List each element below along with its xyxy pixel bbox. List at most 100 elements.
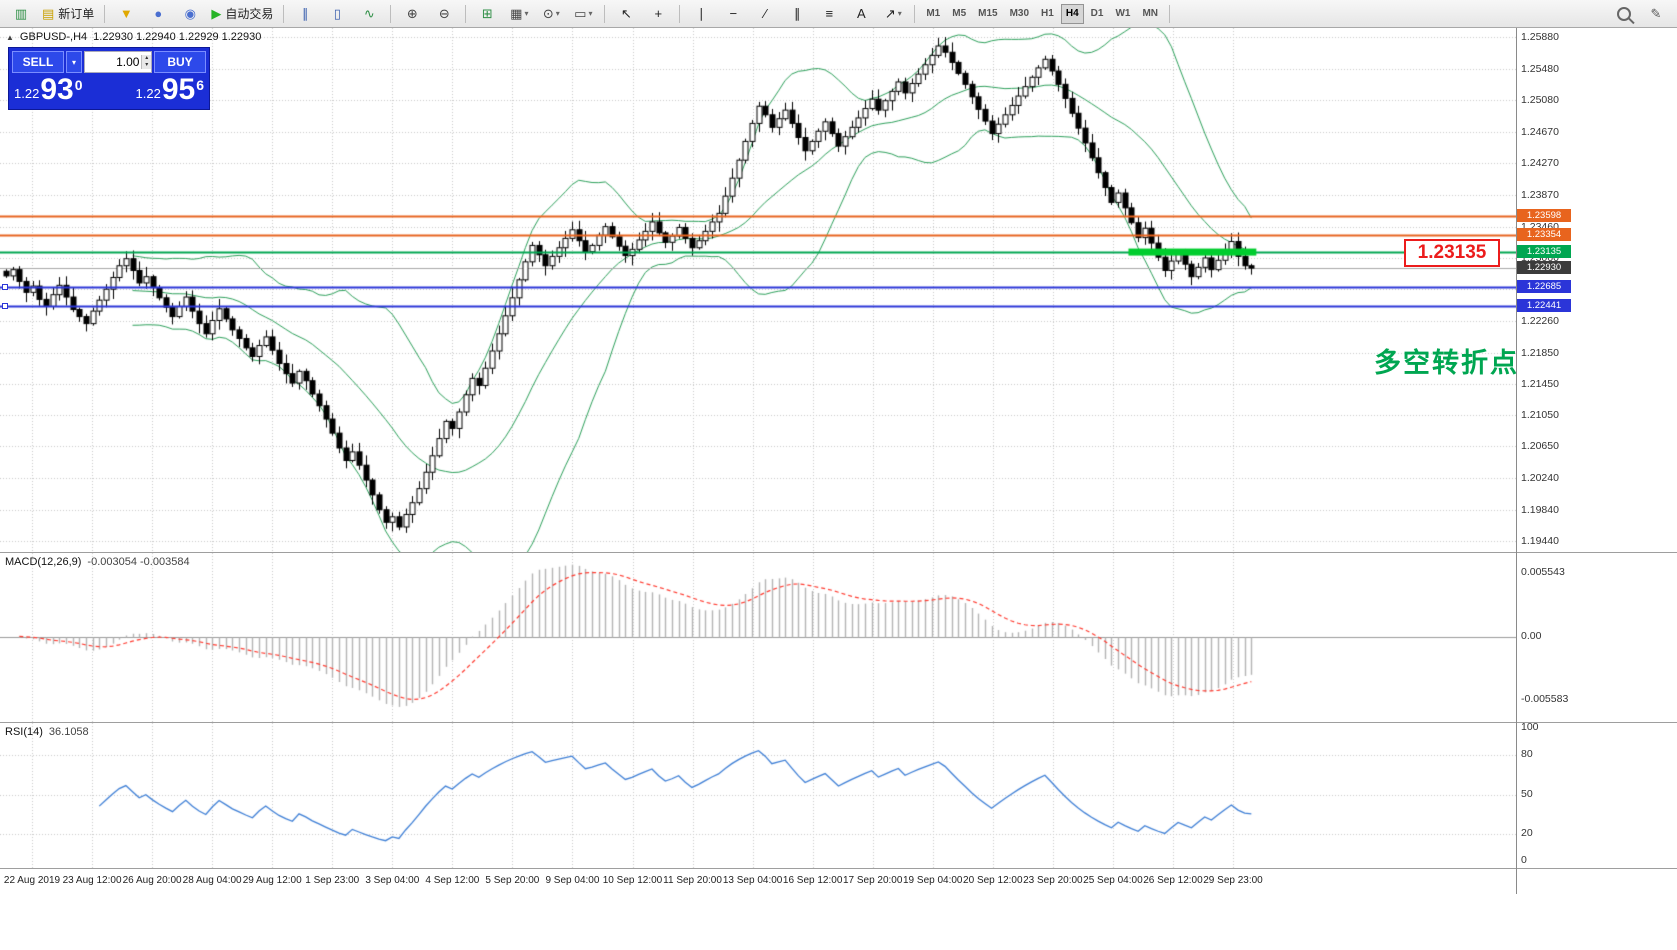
- rsi-value: 36.1058: [48, 726, 89, 738]
- candlestick-chart-icon[interactable]: ▯: [322, 2, 352, 26]
- time-axis-label: 22 Aug 2019: [3, 875, 61, 886]
- time-axis-label: 9 Sep 04:00: [545, 875, 600, 886]
- bar-chart-icon: ∥: [302, 5, 309, 21]
- edit-post-icon[interactable]: ✎: [1641, 2, 1671, 26]
- buy-price-sup: 6: [196, 77, 204, 93]
- toolbar-separator: [104, 4, 106, 23]
- macd-label: MACD(12,26,9) -0.003054 -0.003584: [5, 556, 190, 568]
- macd-name: MACD(12,26,9): [5, 556, 82, 568]
- zoom-in-icon[interactable]: ⊕: [397, 2, 427, 26]
- community-icon[interactable]: ◉: [175, 2, 205, 26]
- bar-chart-icon[interactable]: ∥: [290, 2, 320, 26]
- price-callout[interactable]: 1.23135: [1404, 239, 1500, 267]
- text-label-icon[interactable]: A: [846, 2, 876, 26]
- buy-price[interactable]: 1.22 95 6: [136, 74, 204, 106]
- vertical-line-icon[interactable]: ∣: [686, 2, 716, 26]
- timeframe-button-m15[interactable]: M15: [978, 8, 998, 19]
- zoom-out-icon: ⊖: [438, 5, 450, 21]
- time-axis-label: 28 Aug 04:00: [182, 875, 242, 886]
- time-axis-label: 17 Sep 20:00: [842, 875, 903, 886]
- time-axis-label: 29 Aug 12:00: [242, 875, 302, 886]
- toolbar-separator: [914, 4, 916, 23]
- line-chart-icon[interactable]: ∿: [354, 2, 384, 26]
- fibonacci-icon: ≡: [825, 6, 834, 21]
- market-watch-icon: ▼: [119, 6, 133, 21]
- caret-down-icon: ▾: [897, 9, 902, 18]
- toolbar: ▥ ▤ 新订单 ▼ ● ◉ ▶ 自动交易 ∥ ▯ ∿ ⊕ ⊖ ⊞ ▦ ▾ ⊙ ▾ ▭ ▾ ↖ + ∣ − ∕ ∥ ≡ A ↗ ▾ M1 M5 M…: [0, 0, 1677, 28]
- sell-price-small: 1.22: [14, 86, 40, 101]
- horizontal-line-icon[interactable]: −: [718, 2, 748, 26]
- rsi-canvas[interactable]: [0, 723, 1516, 868]
- horizontal-line-icon: −: [729, 6, 738, 21]
- time-axis-label: 4 Sep 12:00: [425, 875, 480, 886]
- time-axis-label: 13 Sep 04:00: [722, 875, 783, 886]
- macd-canvas[interactable]: [0, 553, 1516, 722]
- timeframe-button-h4[interactable]: H4: [1060, 3, 1084, 24]
- sell-price-sup: 0: [74, 77, 83, 93]
- toolbar-separator: [283, 4, 285, 23]
- crosshair-icon: +: [654, 6, 663, 21]
- chart-annotation[interactable]: 多空转折点: [1374, 348, 1519, 378]
- timeframe-button-mn[interactable]: MN: [1142, 8, 1158, 19]
- sell-button[interactable]: SELL: [12, 51, 64, 73]
- chart-window-icon[interactable]: ▥: [6, 2, 36, 26]
- toolbar-separator: [604, 4, 606, 23]
- chart-shift-icon: ▭: [574, 5, 587, 21]
- buy-button[interactable]: BUY: [154, 51, 206, 73]
- trendline-icon: ∕: [764, 6, 767, 21]
- time-axis-label: 26 Aug 20:00: [122, 875, 182, 886]
- toolbar-separator: [390, 4, 392, 23]
- cursor-icon[interactable]: ↖: [611, 2, 641, 26]
- arrows-icon[interactable]: ↗ ▾: [878, 2, 908, 26]
- rsi-name: RSI(14): [5, 726, 43, 738]
- chart-window-icon: ▥: [14, 5, 28, 21]
- time-axis-label: 11 Sep 20:00: [663, 875, 722, 886]
- toolbar-separator: [465, 4, 467, 23]
- timeframe-button-m30[interactable]: M30: [1009, 8, 1030, 19]
- crosshair-icon[interactable]: +: [643, 2, 673, 26]
- chart-shift-icon[interactable]: ▭ ▾: [568, 2, 598, 26]
- time-axis-label: 5 Sep 20:00: [485, 875, 540, 886]
- time-axis-label: 19 Sep 04:00: [903, 875, 963, 886]
- fibonacci-icon[interactable]: ≡: [814, 2, 844, 26]
- zoom-out-icon[interactable]: ⊖: [429, 2, 459, 26]
- time-axis-label: 23 Sep 20:00: [1023, 875, 1083, 886]
- volume-field: ▴ ▾: [84, 51, 152, 73]
- profile-icon: ●: [154, 6, 163, 21]
- tile-windows-icon[interactable]: ⊞: [472, 2, 502, 26]
- line-chart-icon: ∿: [363, 5, 375, 21]
- buy-price-small: 1.22: [135, 86, 161, 101]
- one-click-trading-panel: SELL ▾ ▴ ▾ BUY 1.22 93 0 1.22 95 6: [8, 47, 210, 110]
- order-options-caret-icon[interactable]: ▾: [66, 51, 82, 73]
- volume-down-icon[interactable]: ▾: [141, 62, 151, 69]
- new-order-button[interactable]: ▤ 新订单: [38, 2, 98, 26]
- tile-windows-icon: ⊞: [481, 5, 493, 21]
- caret-down-icon: ▾: [524, 9, 529, 18]
- auto-scroll-icon[interactable]: ⊙ ▾: [536, 2, 566, 26]
- timeframe-button-m5[interactable]: M5: [952, 8, 967, 19]
- buy-price-big: 95: [161, 73, 196, 106]
- price-chart-canvas[interactable]: [0, 28, 1516, 552]
- time-axis-label: 29 Sep 23:00: [1203, 875, 1263, 886]
- autotrade-button[interactable]: ▶ 自动交易: [207, 2, 277, 26]
- timeframe-button-m1[interactable]: M1: [926, 8, 941, 19]
- timeframe-button-w1[interactable]: W1: [1115, 8, 1131, 19]
- sell-price[interactable]: 1.22 93 0: [14, 74, 82, 106]
- zoom-in-icon: ⊕: [406, 5, 418, 21]
- chart-ohlc: 1.22930 1.22940 1.22929 1.22930: [93, 31, 262, 43]
- market-watch-icon[interactable]: ▼: [111, 2, 141, 26]
- data-window-arrow-icon[interactable]: ▲: [6, 32, 14, 42]
- search-icon[interactable]: [1609, 2, 1639, 26]
- timeframe-button-d1[interactable]: D1: [1090, 8, 1104, 19]
- new-order-button: ▤: [42, 5, 55, 21]
- volume-up-icon[interactable]: ▴: [141, 55, 151, 62]
- timeframe-button-h1[interactable]: H1: [1041, 8, 1054, 19]
- rsi-label: RSI(14) 36.1058: [5, 726, 89, 738]
- equidistant-channel-icon[interactable]: ∥: [782, 2, 812, 26]
- trendline-icon[interactable]: ∕: [750, 2, 780, 26]
- price-axis-separator: [1516, 28, 1517, 894]
- equidistant-channel-icon: ∥: [794, 5, 801, 21]
- volume-input[interactable]: [85, 54, 142, 70]
- profile-icon[interactable]: ●: [143, 2, 173, 26]
- new-chart-icon[interactable]: ▦ ▾: [504, 2, 534, 26]
